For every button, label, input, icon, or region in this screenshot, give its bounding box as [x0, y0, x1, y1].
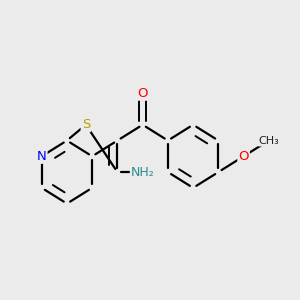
Text: NH₂: NH₂ — [131, 166, 154, 178]
Text: O: O — [137, 87, 148, 100]
Text: S: S — [82, 118, 90, 131]
Text: N: N — [37, 150, 46, 163]
Text: CH₃: CH₃ — [259, 136, 279, 146]
Text: O: O — [238, 150, 249, 163]
